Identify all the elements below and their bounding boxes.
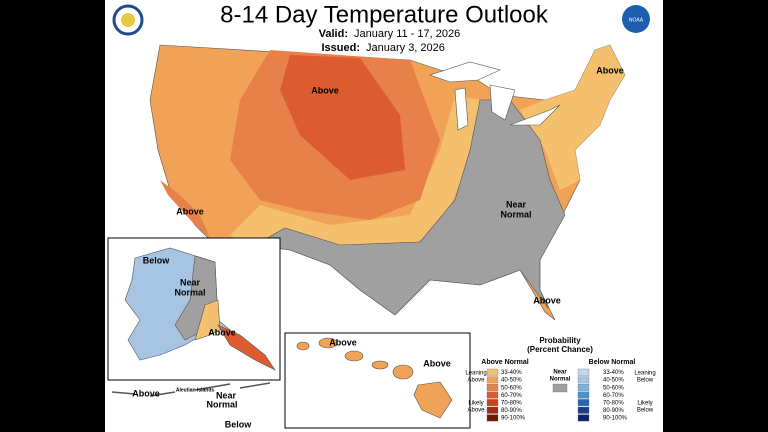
legend-swatch [577, 368, 590, 376]
lake [429, 61, 501, 83]
noaa-logo [622, 5, 650, 33]
legend: Probability (Percent Chance) Above Norma… [465, 336, 655, 422]
region-likely-above [280, 55, 405, 180]
legend-label: 70-80% [501, 400, 522, 406]
legend-swatch [577, 391, 590, 399]
map-label: Near [506, 199, 527, 209]
legend-swatch [486, 391, 499, 399]
legend-swatch [486, 384, 499, 391]
legend-swatch [486, 368, 499, 376]
region-leaning-above [520, 45, 625, 190]
legend-label: 90-100% [501, 416, 526, 422]
region-likely-above [160, 180, 210, 238]
island [318, 337, 338, 349]
map-label: Normal [206, 399, 237, 409]
alaska-map [124, 247, 276, 371]
legend-heading: Below Normal [589, 359, 636, 366]
map-label: Normal [500, 209, 531, 219]
valid: January 11 - 17, 2026 [354, 28, 460, 40]
lake [509, 104, 561, 126]
legend-label: 40-50% [603, 378, 624, 384]
legend-label: 90-100% [603, 416, 628, 422]
doc-logo-center [121, 13, 135, 27]
legend-label: 33-40% [603, 370, 624, 376]
legend-group: Above [467, 408, 485, 414]
map-label: Above [311, 85, 339, 95]
island [413, 381, 453, 419]
map-label: Above [329, 337, 357, 347]
conus-map [149, 44, 626, 321]
legend-group: Likely [468, 401, 483, 407]
map-label: Above [423, 358, 451, 368]
map-label: Below [225, 419, 253, 429]
aleutian-chain [111, 382, 271, 397]
legend-label: 80-90% [603, 408, 624, 414]
lake [489, 84, 516, 121]
map-label: Near [180, 277, 201, 287]
region-near-normal [254, 99, 566, 316]
island [371, 360, 389, 370]
legend-swatch [486, 399, 499, 407]
legend-group: Leaning [634, 371, 655, 377]
legend-group: Below [637, 378, 654, 384]
map-label: Normal [174, 287, 205, 297]
map-label: Aleutian Islands [176, 387, 215, 393]
map-label: Above [176, 206, 204, 216]
legend-swatch [552, 383, 568, 393]
legend-swatch [486, 414, 499, 422]
hawaii-map [296, 337, 453, 419]
map-label: Above [132, 388, 160, 398]
legend-heading: Above Normal [481, 359, 529, 366]
valid-label: Valid: [319, 28, 348, 40]
legend-swatch [486, 406, 499, 414]
map-label: Below [143, 255, 171, 265]
legend-label: 60-70% [603, 393, 624, 399]
legend-swatch [577, 406, 590, 414]
region-leaning-above [194, 299, 221, 341]
legend-group: Below [637, 408, 654, 414]
legend-label: 70-80% [603, 400, 624, 406]
map-label: Above [208, 327, 236, 337]
legend-group: Above [467, 378, 485, 384]
legend-label: 60-70% [501, 393, 522, 399]
map-label: Near [216, 390, 237, 400]
map-label: Above [596, 65, 624, 75]
legend-label: 33-40% [501, 370, 522, 376]
legend-swatch [577, 376, 590, 384]
region-likely-above [217, 324, 276, 371]
title: 8-14 Day Temperature Outlook [220, 1, 549, 28]
lake [454, 87, 469, 131]
legend-near: Normal [550, 377, 571, 383]
legend-swatch [577, 399, 590, 407]
legend-label: 50-60% [501, 385, 522, 391]
legend-group: Likely [637, 401, 652, 407]
legend-title: (Percent Chance) [527, 345, 593, 354]
legend-label: 80-90% [501, 408, 522, 414]
map-label: Above [533, 295, 561, 305]
legend-group: Leaning [465, 371, 486, 377]
region-leaning-above [230, 95, 480, 250]
legend-swatch [577, 414, 590, 422]
legend-swatch [577, 384, 590, 391]
issued: January 3, 2026 [366, 42, 445, 54]
island [344, 350, 364, 362]
legend-label: 40-50% [501, 378, 522, 384]
legend-near: Near [553, 370, 567, 376]
legend-title: Probability [539, 336, 581, 345]
issued-label: Issued: [321, 42, 360, 54]
legend-swatch [486, 376, 499, 384]
island [296, 341, 310, 351]
legend-label: 50-60% [603, 385, 624, 391]
noaa-logo-text: NOAA [629, 17, 644, 23]
island [392, 364, 414, 380]
